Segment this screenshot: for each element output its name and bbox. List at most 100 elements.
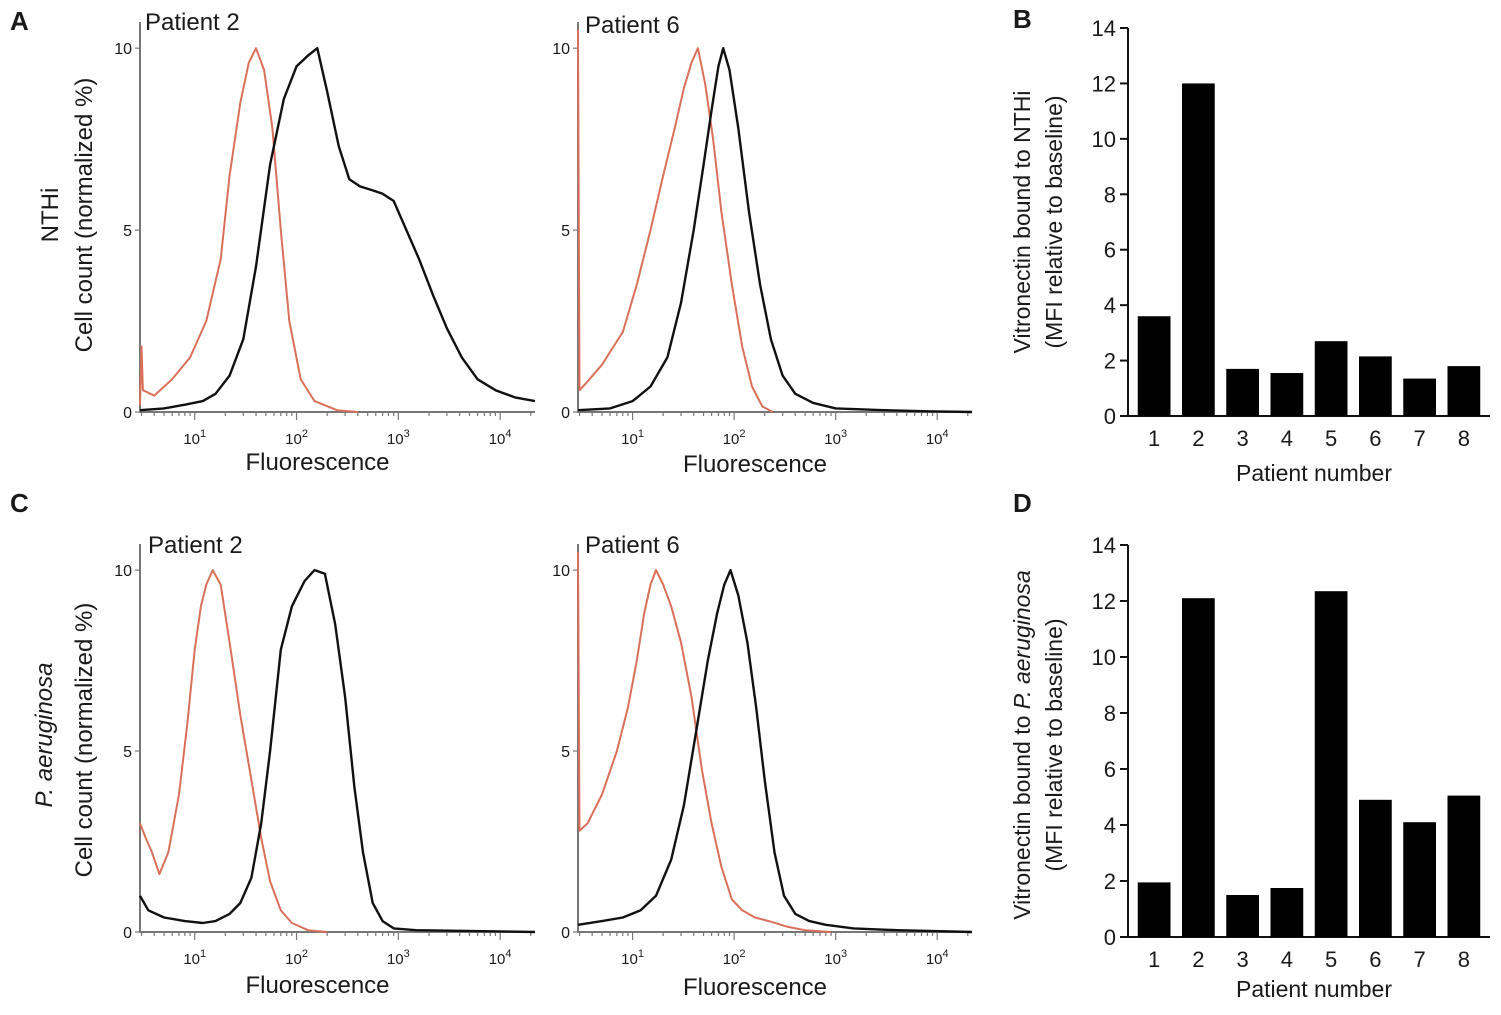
histogram-curve-baseline bbox=[577, 29, 774, 413]
x-tick-label: 102 bbox=[285, 428, 308, 448]
histogram-a-patient-2: 101 102 103 104 0 5 10 Patient 2 Fluorescence bbox=[114, 9, 536, 476]
bar-patient-8 bbox=[1447, 366, 1481, 416]
row-label-ylabel-c: Cell count (normalized %) bbox=[71, 603, 98, 878]
bar-patient-5 bbox=[1314, 591, 1348, 937]
y-tick-label: 10 bbox=[114, 563, 132, 580]
panel-letter-d: D bbox=[1013, 488, 1032, 518]
bar-y-label-line2: (MFI relative to baseline) bbox=[1041, 618, 1067, 871]
x-tick-label: 101 bbox=[183, 428, 206, 448]
bar-x-tick-label: 7 bbox=[1414, 426, 1426, 451]
bar-x-tick-label: 1 bbox=[1148, 947, 1160, 972]
histogram-x-label: Fluorescence bbox=[683, 974, 827, 1001]
bar-patient-7 bbox=[1403, 822, 1436, 937]
bar-y-tick-label: 14 bbox=[1092, 533, 1116, 558]
panel-letter-a: A bbox=[10, 6, 29, 36]
bar-x-tick-label: 5 bbox=[1325, 947, 1337, 972]
bar-x-tick-label: 8 bbox=[1458, 947, 1470, 972]
bar-y-tick-label: 4 bbox=[1104, 813, 1116, 838]
bar-y-tick-label: 4 bbox=[1104, 293, 1116, 318]
y-tick-label: 10 bbox=[114, 41, 132, 58]
x-tick-label: 101 bbox=[621, 428, 644, 448]
x-tick-label: 104 bbox=[489, 948, 512, 968]
bar-x-tick-label: 7 bbox=[1414, 947, 1426, 972]
x-tick-label: 104 bbox=[926, 948, 949, 968]
histogram-x-label: Fluorescence bbox=[683, 451, 827, 478]
histogram-title: Patient 2 bbox=[148, 532, 243, 559]
histogram-curve-baseline bbox=[577, 551, 832, 933]
bar-y-tick-label: 6 bbox=[1104, 238, 1116, 263]
histogram-c-patient-2: 101 102 103 104 0 5 10 Patient 2 Fluorescence bbox=[114, 532, 536, 999]
histogram-curve-sample bbox=[138, 568, 536, 934]
histogram-title: Patient 6 bbox=[585, 12, 680, 39]
y-tick-label: 0 bbox=[123, 925, 132, 942]
histogram-axes bbox=[139, 22, 535, 413]
bar-y-tick-label: 12 bbox=[1092, 589, 1116, 614]
bar-patient-4 bbox=[1270, 888, 1304, 937]
y-tick-label: 5 bbox=[561, 223, 570, 240]
x-tick-label: 102 bbox=[723, 948, 746, 968]
bar-y-label-line1: Vitronectin bound to P. aeruginosa bbox=[1009, 570, 1035, 920]
x-tick-label: 103 bbox=[387, 428, 410, 448]
bar-x-label: Patient number bbox=[1236, 976, 1392, 1002]
bar-y-label-line2: (MFI relative to baseline) bbox=[1041, 95, 1067, 348]
histogram-x-label: Fluorescence bbox=[245, 449, 389, 476]
bar-x-tick-label: 5 bbox=[1325, 426, 1337, 451]
y-tick-label: 0 bbox=[123, 405, 132, 422]
histogram-curve-sample bbox=[139, 47, 536, 412]
histogram-title: Patient 6 bbox=[585, 532, 680, 559]
bar-x-tick-label: 3 bbox=[1237, 947, 1249, 972]
bar-patient-5 bbox=[1314, 341, 1348, 416]
bar-y-tick-label: 14 bbox=[1092, 16, 1116, 41]
bar-x-tick-label: 2 bbox=[1192, 426, 1204, 451]
x-tick-label: 102 bbox=[723, 428, 746, 448]
histogram-curve-baseline bbox=[139, 569, 328, 933]
bar-patient-2 bbox=[1182, 83, 1215, 416]
bar-y-tick-label: 0 bbox=[1104, 404, 1116, 429]
x-tick-label: 104 bbox=[926, 428, 949, 448]
bar-x-tick-label: 4 bbox=[1281, 947, 1293, 972]
panel-letter-c: C bbox=[10, 488, 29, 518]
x-tick-label: 101 bbox=[621, 948, 644, 968]
histogram-axes bbox=[577, 544, 972, 933]
bar-patient-1 bbox=[1137, 316, 1171, 416]
histogram-a-patient-6: 101 102 103 104 0 5 10 Patient 6 Fluorescence bbox=[552, 12, 973, 478]
bar-y-tick-label: 6 bbox=[1104, 757, 1116, 782]
bar-y-tick-label: 8 bbox=[1104, 182, 1116, 207]
histogram-axes bbox=[139, 544, 535, 933]
bar-patient-2 bbox=[1182, 598, 1215, 937]
bar-x-tick-label: 4 bbox=[1281, 426, 1293, 451]
x-tick-label: 103 bbox=[824, 948, 847, 968]
bar-patient-6 bbox=[1359, 356, 1392, 416]
histogram-curve-sample bbox=[577, 47, 973, 414]
y-tick-label: 5 bbox=[123, 744, 132, 761]
x-tick-label: 101 bbox=[183, 948, 206, 968]
y-tick-label: 5 bbox=[561, 744, 570, 761]
bar-y-tick-label: 8 bbox=[1104, 701, 1116, 726]
x-tick-label: 103 bbox=[824, 428, 847, 448]
bar-y-tick-label: 10 bbox=[1092, 127, 1116, 152]
x-tick-label: 104 bbox=[489, 428, 512, 448]
bar-patient-7 bbox=[1403, 378, 1436, 416]
histogram-curve-sample bbox=[577, 568, 973, 934]
row-label-ylabel-a: Cell count (normalized %) bbox=[71, 78, 98, 353]
bar-patient-3 bbox=[1226, 368, 1259, 416]
y-tick-label: 0 bbox=[561, 405, 570, 422]
bar-x-tick-label: 6 bbox=[1369, 426, 1381, 451]
bar-patient-3 bbox=[1226, 895, 1259, 937]
panel-letter-b: B bbox=[1013, 4, 1032, 34]
y-tick-label: 10 bbox=[552, 41, 570, 58]
bar-patient-1 bbox=[1137, 882, 1171, 937]
x-tick-label: 102 bbox=[285, 948, 308, 968]
bar-x-tick-label: 1 bbox=[1148, 426, 1160, 451]
y-tick-label: 5 bbox=[123, 223, 132, 240]
bar-x-tick-label: 2 bbox=[1192, 947, 1204, 972]
y-tick-label: 0 bbox=[561, 925, 570, 942]
bar-y-label-line1: Vitronectin bound to NTHi bbox=[1009, 91, 1035, 354]
histogram-title: Patient 2 bbox=[145, 9, 240, 36]
bar-patient-4 bbox=[1270, 373, 1304, 416]
bar-y-tick-label: 2 bbox=[1104, 349, 1116, 374]
bar-y-tick-label: 0 bbox=[1104, 925, 1116, 950]
